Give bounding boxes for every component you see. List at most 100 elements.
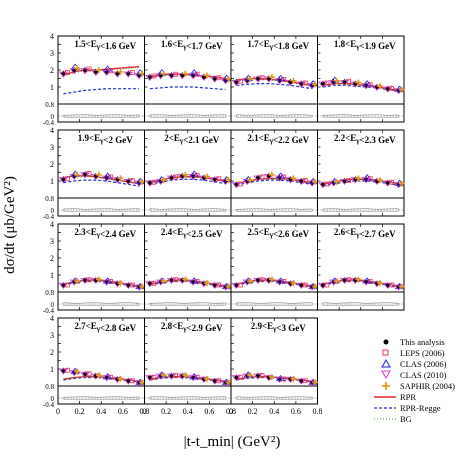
data-point-leps <box>151 374 157 380</box>
x-tick-label: 0.4 <box>96 407 106 416</box>
data-point-leps <box>259 75 265 81</box>
data-point-saphir <box>268 374 275 381</box>
residual-tick-label: -0.4 <box>43 401 55 409</box>
data-point-this-analysis <box>342 277 347 283</box>
data-point-clas2010 <box>393 88 404 95</box>
y-tick-label: 4 <box>50 220 54 229</box>
data-point-clas2010 <box>339 277 350 284</box>
data-point-clas2010 <box>274 376 285 383</box>
data-point-saphir <box>117 375 124 382</box>
data-point-leps <box>389 85 395 91</box>
data-point-clas2010 <box>123 71 134 78</box>
data-point-clas2010 <box>112 281 123 288</box>
data-point-clas2010 <box>188 173 198 180</box>
data-point-this-analysis <box>299 178 304 184</box>
data-point-leps <box>302 80 308 86</box>
data-point-this-analysis <box>82 371 88 377</box>
data-point-clas2010 <box>58 71 69 78</box>
data-point-leps <box>129 178 135 183</box>
bg-curve <box>63 67 140 77</box>
data-point-leps <box>367 82 373 88</box>
x-tick-label: 0 <box>143 407 147 416</box>
y-tick-label: 2 <box>50 254 54 263</box>
data-point-saphir <box>312 379 319 386</box>
data-point-clas2006 <box>189 69 199 76</box>
data-point-clas2006 <box>275 172 286 179</box>
data-point-this-analysis <box>255 277 261 283</box>
systematic-band <box>149 208 226 212</box>
data-point-clas2010 <box>382 86 393 93</box>
data-point-clas2010 <box>58 368 69 375</box>
data-point-saphir <box>74 278 81 285</box>
data-point-clas2010 <box>199 376 209 383</box>
residual-tick-label: 0 <box>51 395 55 403</box>
panel-energy-label: 2.5<Eγ<2.6 GeV <box>247 227 309 239</box>
data-point-saphir <box>290 175 297 182</box>
data-point-clas2010 <box>58 282 69 289</box>
data-point-leps <box>65 367 70 373</box>
data-point-clas2010 <box>80 371 90 378</box>
data-point-saphir <box>376 280 383 287</box>
panel-energy-label: 1.8<Eγ<1.9 GeV <box>334 39 396 51</box>
residual-tick-label: 0 <box>51 207 55 215</box>
data-point-this-analysis <box>255 175 261 180</box>
x-tick-label: 0.4 <box>269 407 279 416</box>
data-point-clas2010 <box>145 74 155 81</box>
panel-energy-label: 2<Eγ<2.1 GeV <box>164 133 220 145</box>
data-point-clas2010 <box>123 178 134 185</box>
legend-marker-saphir <box>382 382 390 390</box>
data-point-clas2006 <box>102 65 113 72</box>
data-point-leps <box>238 374 243 380</box>
data-point-leps <box>259 174 265 180</box>
y-tick-label: 1 <box>50 83 54 92</box>
x-tick-label: 0.8 <box>313 407 323 416</box>
data-point-clas2010 <box>361 83 371 90</box>
data-point-leps <box>194 71 200 77</box>
y-tick-label: 4 <box>50 32 54 41</box>
data-point-this-analysis <box>363 177 369 182</box>
residual-tick-label: 0 <box>51 301 55 309</box>
residual-tick-label: -0.4 <box>43 307 55 315</box>
data-point-clas2010 <box>393 182 404 189</box>
data-point-clas2010 <box>145 180 155 187</box>
data-point-saphir <box>95 372 102 379</box>
data-point-this-analysis <box>299 283 304 288</box>
data-point-saphir <box>203 375 210 382</box>
data-point-clas2010 <box>101 279 112 286</box>
data-point-leps <box>367 176 373 182</box>
data-point-saphir <box>247 278 254 285</box>
data-point-clas2010 <box>372 281 382 288</box>
rpr-regge-curve <box>149 376 226 383</box>
data-point-saphir <box>182 70 189 77</box>
data-point-saphir <box>398 86 405 93</box>
data-point-clas2010 <box>231 79 242 86</box>
data-point-clas2010 <box>361 177 371 184</box>
rpr-regge-curve <box>63 88 140 95</box>
data-point-saphir <box>398 180 405 187</box>
data-point-clas2010 <box>318 182 328 189</box>
data-point-clas2010 <box>285 376 296 383</box>
data-point-leps <box>367 279 373 284</box>
data-point-leps <box>259 277 265 283</box>
data-point-leps <box>151 73 157 79</box>
rpr-regge-curve <box>63 179 140 187</box>
legend-label: RPR-Regge <box>400 403 441 413</box>
data-point-this-analysis <box>299 81 304 86</box>
data-point-leps <box>173 373 178 378</box>
panel-energy-label: 2.8<Eγ<2.9 GeV <box>161 321 223 333</box>
data-point-saphir <box>376 177 383 184</box>
data-point-clas2010 <box>274 78 285 85</box>
data-point-saphir <box>290 280 297 287</box>
data-point-saphir <box>290 77 297 84</box>
data-point-leps <box>346 178 351 183</box>
data-point-this-analysis <box>126 178 131 184</box>
x-tick-label: 0 <box>229 407 233 416</box>
y-tick-label: 1 <box>50 271 54 280</box>
legend-label: CLAS (2006) <box>400 359 447 369</box>
data-point-saphir <box>247 76 254 83</box>
data-point-clas2010 <box>123 282 134 289</box>
data-point-clas2010 <box>372 178 382 185</box>
data-point-leps <box>108 374 114 380</box>
data-point-clas2010 <box>296 178 307 185</box>
